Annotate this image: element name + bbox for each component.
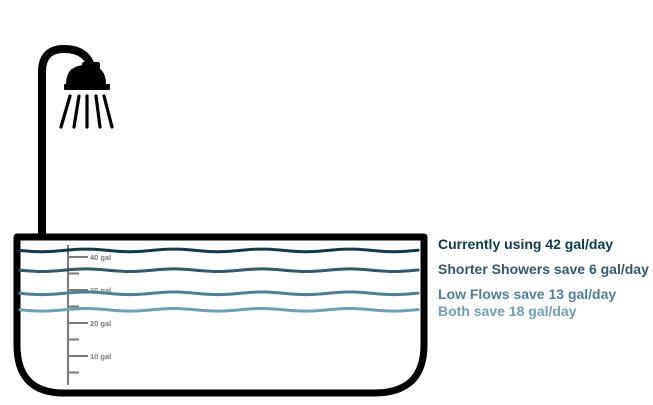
bathtub-icon xyxy=(13,233,428,397)
water-levels xyxy=(18,247,420,313)
level-label-shorter-showers: Shorter Showers save 6 gal/day xyxy=(438,261,649,277)
scale-tick-label: 30 gal xyxy=(90,286,111,295)
shower-head-icon xyxy=(59,62,114,129)
level-label-current: Currently using 42 gal/day xyxy=(438,236,614,252)
water-line-current xyxy=(18,247,420,254)
water-line-low-flows xyxy=(18,290,420,297)
gallon-scale: 10 gal 20 gal 30 gal 40 gal xyxy=(67,245,111,385)
water-line-both xyxy=(18,306,420,313)
scale-tick-label: 40 gal xyxy=(90,253,111,262)
scale-tick-label: 20 gal xyxy=(90,319,111,328)
shower-pipe xyxy=(38,44,96,236)
water-line-shorter-showers xyxy=(18,267,420,274)
level-label-low-flows: Low Flows save 13 gal/day xyxy=(438,286,617,302)
level-label-both: Both save 18 gal/day xyxy=(438,303,577,319)
scale-tick-label: 10 gal xyxy=(90,352,111,361)
